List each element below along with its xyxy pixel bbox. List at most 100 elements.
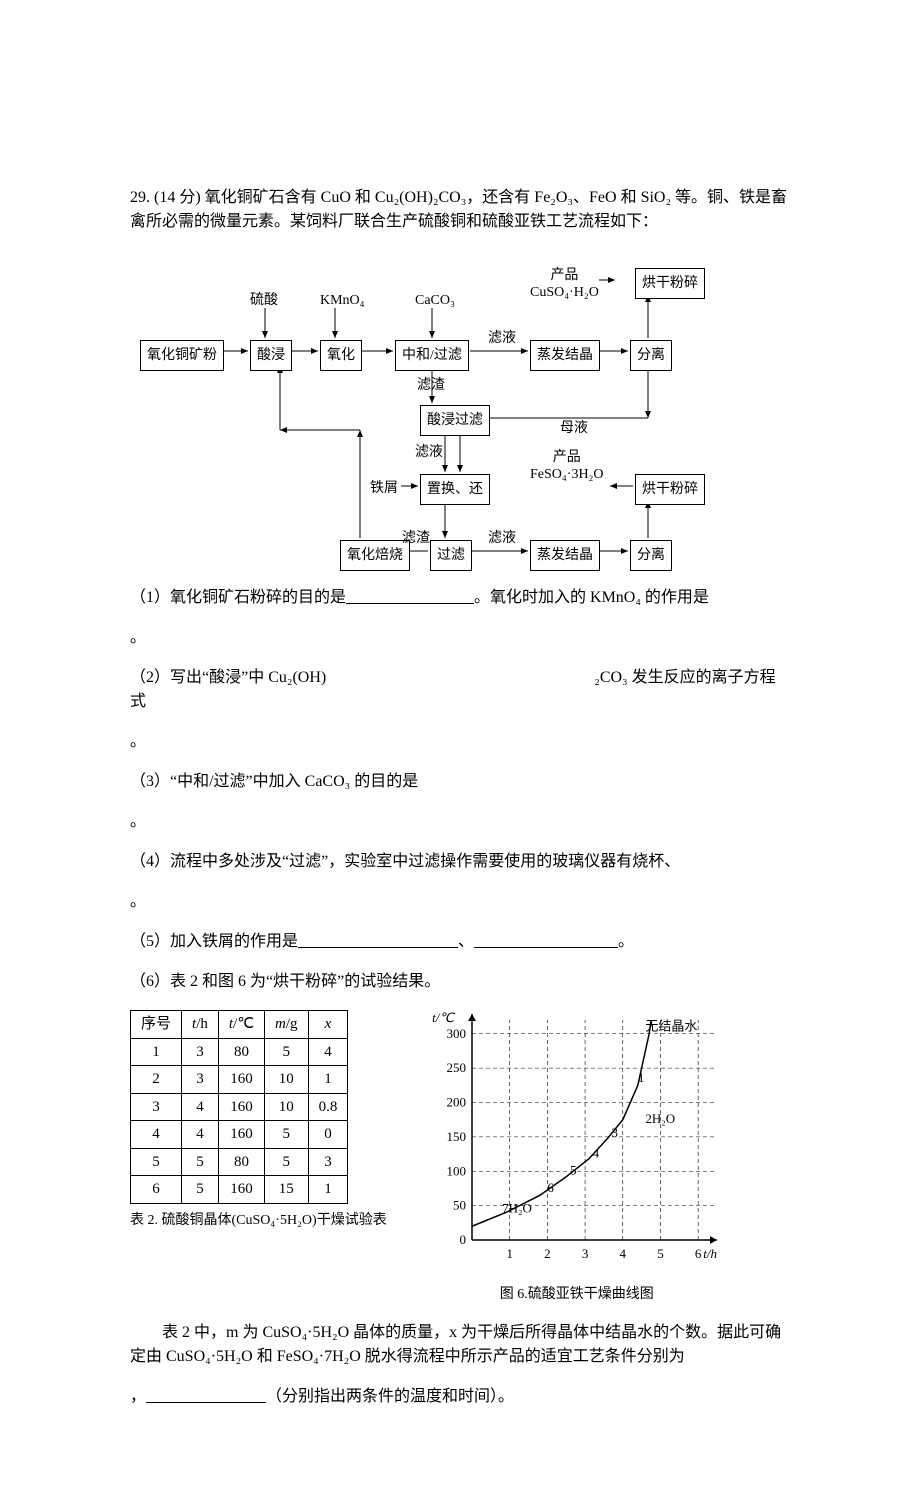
blank [146, 1388, 266, 1405]
flow-box-evap2: 蒸发结晶 [530, 540, 600, 571]
flow-box-oxid: 氧化 [320, 340, 362, 371]
table-cell: 1 [308, 1066, 348, 1094]
table-cell: 1 [308, 1176, 348, 1204]
table-cell: 3 [308, 1148, 348, 1176]
table-cell: 15 [265, 1176, 309, 1204]
q2: （2）写出“酸浸”中 Cu₂(OH) ₂CO₃ 发生反应的离子方程式 [130, 666, 790, 714]
flow-box-evap1: 蒸发结晶 [530, 340, 600, 371]
table-cell: 80 [218, 1148, 264, 1176]
table-row: 4416050 [131, 1121, 348, 1149]
tail-1: 表 2 中，m 为 CuSO₄·5H₂O 晶体的质量，x 为干燥后所得晶体中结晶… [130, 1324, 781, 1365]
table-row: 65160151 [131, 1176, 348, 1204]
flow-box-filt: 过滤 [430, 540, 472, 571]
flow-box-prod2: 产品FeSO₄·3H₂O [530, 450, 604, 484]
svg-text:0: 0 [459, 1232, 466, 1247]
table-cell: 0.8 [308, 1093, 348, 1121]
table-header: m/g [265, 1011, 309, 1039]
flow-box-acid2: 酸浸过滤 [420, 405, 490, 436]
svg-text:5: 5 [657, 1246, 664, 1261]
flow-box-neut: 中和/过滤 [395, 340, 469, 371]
table-row: 23160101 [131, 1066, 348, 1094]
q1-period: 。 [130, 626, 790, 650]
table-cell: 5 [182, 1148, 219, 1176]
tail-3: （分别指出两条件的温度和时间）。 [266, 1388, 514, 1405]
table-cell: 160 [218, 1066, 264, 1094]
svg-text:5: 5 [570, 1163, 577, 1178]
flow-label-l_h2so4: 硫酸 [250, 290, 278, 311]
process-flowchart: 氧化铜矿粉酸浸氧化中和/过滤蒸发结晶分离烘干粉碎产品CuSO₄·H₂O酸浸过滤置… [140, 250, 780, 570]
svg-text:300: 300 [446, 1026, 466, 1041]
table-header: t/℃ [218, 1011, 264, 1039]
table-header: 序号 [131, 1011, 182, 1039]
table-cell: 3 [182, 1066, 219, 1094]
table-cell: 80 [218, 1038, 264, 1066]
chart-block: 123456501001502002503000t/ht/℃7H₂O65432H… [427, 1010, 727, 1305]
svg-text:1: 1 [506, 1246, 513, 1261]
svg-text:200: 200 [446, 1095, 466, 1110]
flow-box-dry2: 烘干粉碎 [635, 474, 705, 505]
table-header: x [308, 1011, 348, 1039]
q-intro: 氧化铜矿石含有 CuO 和 Cu₂(OH)₂CO₃，还含有 Fe₂O₃、FeO … [130, 189, 787, 230]
table-header: t/h [182, 1011, 219, 1039]
svg-text:6: 6 [547, 1180, 554, 1195]
svg-text:3: 3 [582, 1246, 589, 1261]
table-cell: 5 [265, 1038, 309, 1066]
flow-label-l_lye3: 滤液 [488, 528, 516, 549]
flow-label-l_kmno4: KMnO₄ [320, 290, 365, 311]
svg-text:6: 6 [695, 1246, 702, 1261]
flow-label-l_res2: 滤渣 [402, 528, 430, 549]
table-cell: 4 [131, 1121, 182, 1149]
svg-text:150: 150 [446, 1129, 466, 1144]
flow-box-sep1: 分离 [630, 340, 672, 371]
q2-period: 。 [130, 730, 790, 754]
svg-text:7H₂O: 7H₂O [502, 1201, 532, 1216]
table-row: 138054 [131, 1038, 348, 1066]
table-cell: 5 [265, 1121, 309, 1149]
page: 29. (14 分) 氧化铜矿石含有 CuO 和 Cu₂(OH)₂CO₃，还含有… [0, 0, 920, 1485]
table-cell: 3 [131, 1093, 182, 1121]
table-cell: 5 [182, 1176, 219, 1204]
q1-text-a: （1）氧化铜矿石粉碎的目的是 [130, 589, 346, 606]
svg-text:t/h: t/h [703, 1246, 717, 1261]
q-number: 29. (14 分) [130, 189, 201, 206]
table-cell: 160 [218, 1093, 264, 1121]
table-row: 34160100.8 [131, 1093, 348, 1121]
flow-box-acid: 酸浸 [250, 340, 292, 371]
table-cell: 1 [131, 1038, 182, 1066]
svg-text:2H₂O: 2H₂O [645, 1111, 675, 1126]
table-cell: 2 [131, 1066, 182, 1094]
table-chart-row: 序号t/ht/℃m/gx 1380542316010134160100.8441… [130, 1010, 790, 1305]
table-cell: 4 [182, 1093, 219, 1121]
q4-period: 。 [130, 890, 790, 914]
svg-text:100: 100 [446, 1163, 466, 1178]
svg-text:4: 4 [619, 1246, 626, 1261]
blank [298, 933, 458, 950]
q1: （1）氧化铜矿石粉碎的目的是 。氧化时加入的 KMnO₄ 的作用是 [130, 586, 790, 610]
table-cell: 0 [308, 1121, 348, 1149]
flow-label-l_mother: 母液 [560, 418, 588, 439]
flow-label-l_lye1: 滤液 [488, 328, 516, 349]
flow-box-rep: 置换、还 [420, 474, 490, 505]
flow-box-ore: 氧化铜矿粉 [140, 340, 224, 371]
svg-text:1: 1 [638, 1070, 645, 1085]
table-cell: 4 [308, 1038, 348, 1066]
svg-text:50: 50 [453, 1198, 466, 1213]
table-cell: 160 [218, 1176, 264, 1204]
flow-box-sep2: 分离 [630, 540, 672, 571]
blank [474, 933, 618, 950]
table-cell: 160 [218, 1121, 264, 1149]
table-cell: 3 [182, 1038, 219, 1066]
q5: （5）加入铁屑的作用是 、 。 [130, 930, 790, 954]
table-block: 序号t/ht/℃m/gx 1380542316010134160100.8441… [130, 1010, 387, 1231]
table-cell: 5 [265, 1148, 309, 1176]
drying-table: 序号t/ht/℃m/gx 1380542316010134160100.8441… [130, 1010, 348, 1204]
table-cell: 10 [265, 1066, 309, 1094]
q3-period: 。 [130, 810, 790, 834]
q6: （6）表 2 和图 6 为“烘干粉碎”的试验结果。 [130, 970, 790, 994]
blank [346, 589, 474, 606]
q6-tail2: ， （分别指出两条件的温度和时间）。 [130, 1385, 790, 1409]
table-cell: 5 [131, 1148, 182, 1176]
flow-box-dry1: 烘干粉碎 [635, 268, 705, 299]
q3: （3）“中和/过滤”中加入 CaCO₃ 的目的是 [130, 770, 790, 794]
flow-label-l_caco3: CaCO₃ [415, 290, 455, 311]
